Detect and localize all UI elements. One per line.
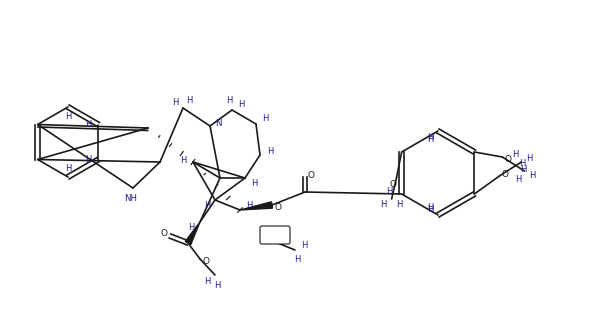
Text: N: N	[215, 119, 221, 128]
Text: H: H	[246, 201, 252, 210]
Text: H: H	[85, 120, 92, 129]
Text: H: H	[520, 164, 526, 173]
Text: H: H	[85, 155, 92, 164]
Text: H: H	[267, 147, 273, 155]
Text: H: H	[65, 163, 71, 172]
Text: H: H	[214, 280, 220, 289]
Text: H: H	[427, 204, 433, 214]
Text: O: O	[202, 256, 210, 266]
Text: H: H	[172, 98, 178, 107]
Text: H: H	[512, 150, 518, 159]
Text: H: H	[186, 96, 192, 105]
Text: H: H	[226, 96, 232, 105]
Text: O: O	[274, 203, 282, 212]
Text: H: H	[262, 113, 268, 122]
Text: H: H	[529, 171, 536, 180]
Text: H: H	[427, 203, 433, 212]
Text: O: O	[308, 171, 314, 180]
Text: H: H	[526, 153, 533, 162]
Text: H: H	[381, 200, 387, 209]
Text: H: H	[519, 159, 526, 168]
Text: O: O	[502, 170, 509, 179]
Text: H: H	[238, 99, 244, 109]
Text: H: H	[301, 241, 307, 249]
Text: H: H	[386, 186, 393, 195]
Polygon shape	[185, 222, 200, 245]
Text: H: H	[251, 179, 257, 187]
FancyBboxPatch shape	[260, 226, 290, 244]
Text: H: H	[65, 111, 71, 120]
Text: Abs: Abs	[268, 232, 282, 238]
Text: O: O	[505, 154, 512, 163]
Text: H: H	[204, 201, 210, 210]
Text: NH: NH	[124, 193, 138, 203]
Text: H: H	[204, 277, 210, 287]
Text: H: H	[188, 223, 194, 232]
Polygon shape	[240, 202, 272, 210]
Text: H: H	[397, 200, 403, 209]
Text: H: H	[180, 155, 186, 164]
Text: H: H	[515, 174, 522, 183]
Text: H: H	[427, 134, 433, 143]
Text: H: H	[294, 255, 300, 264]
Text: O: O	[389, 180, 396, 189]
Text: H: H	[427, 132, 433, 141]
Text: O: O	[161, 228, 167, 237]
